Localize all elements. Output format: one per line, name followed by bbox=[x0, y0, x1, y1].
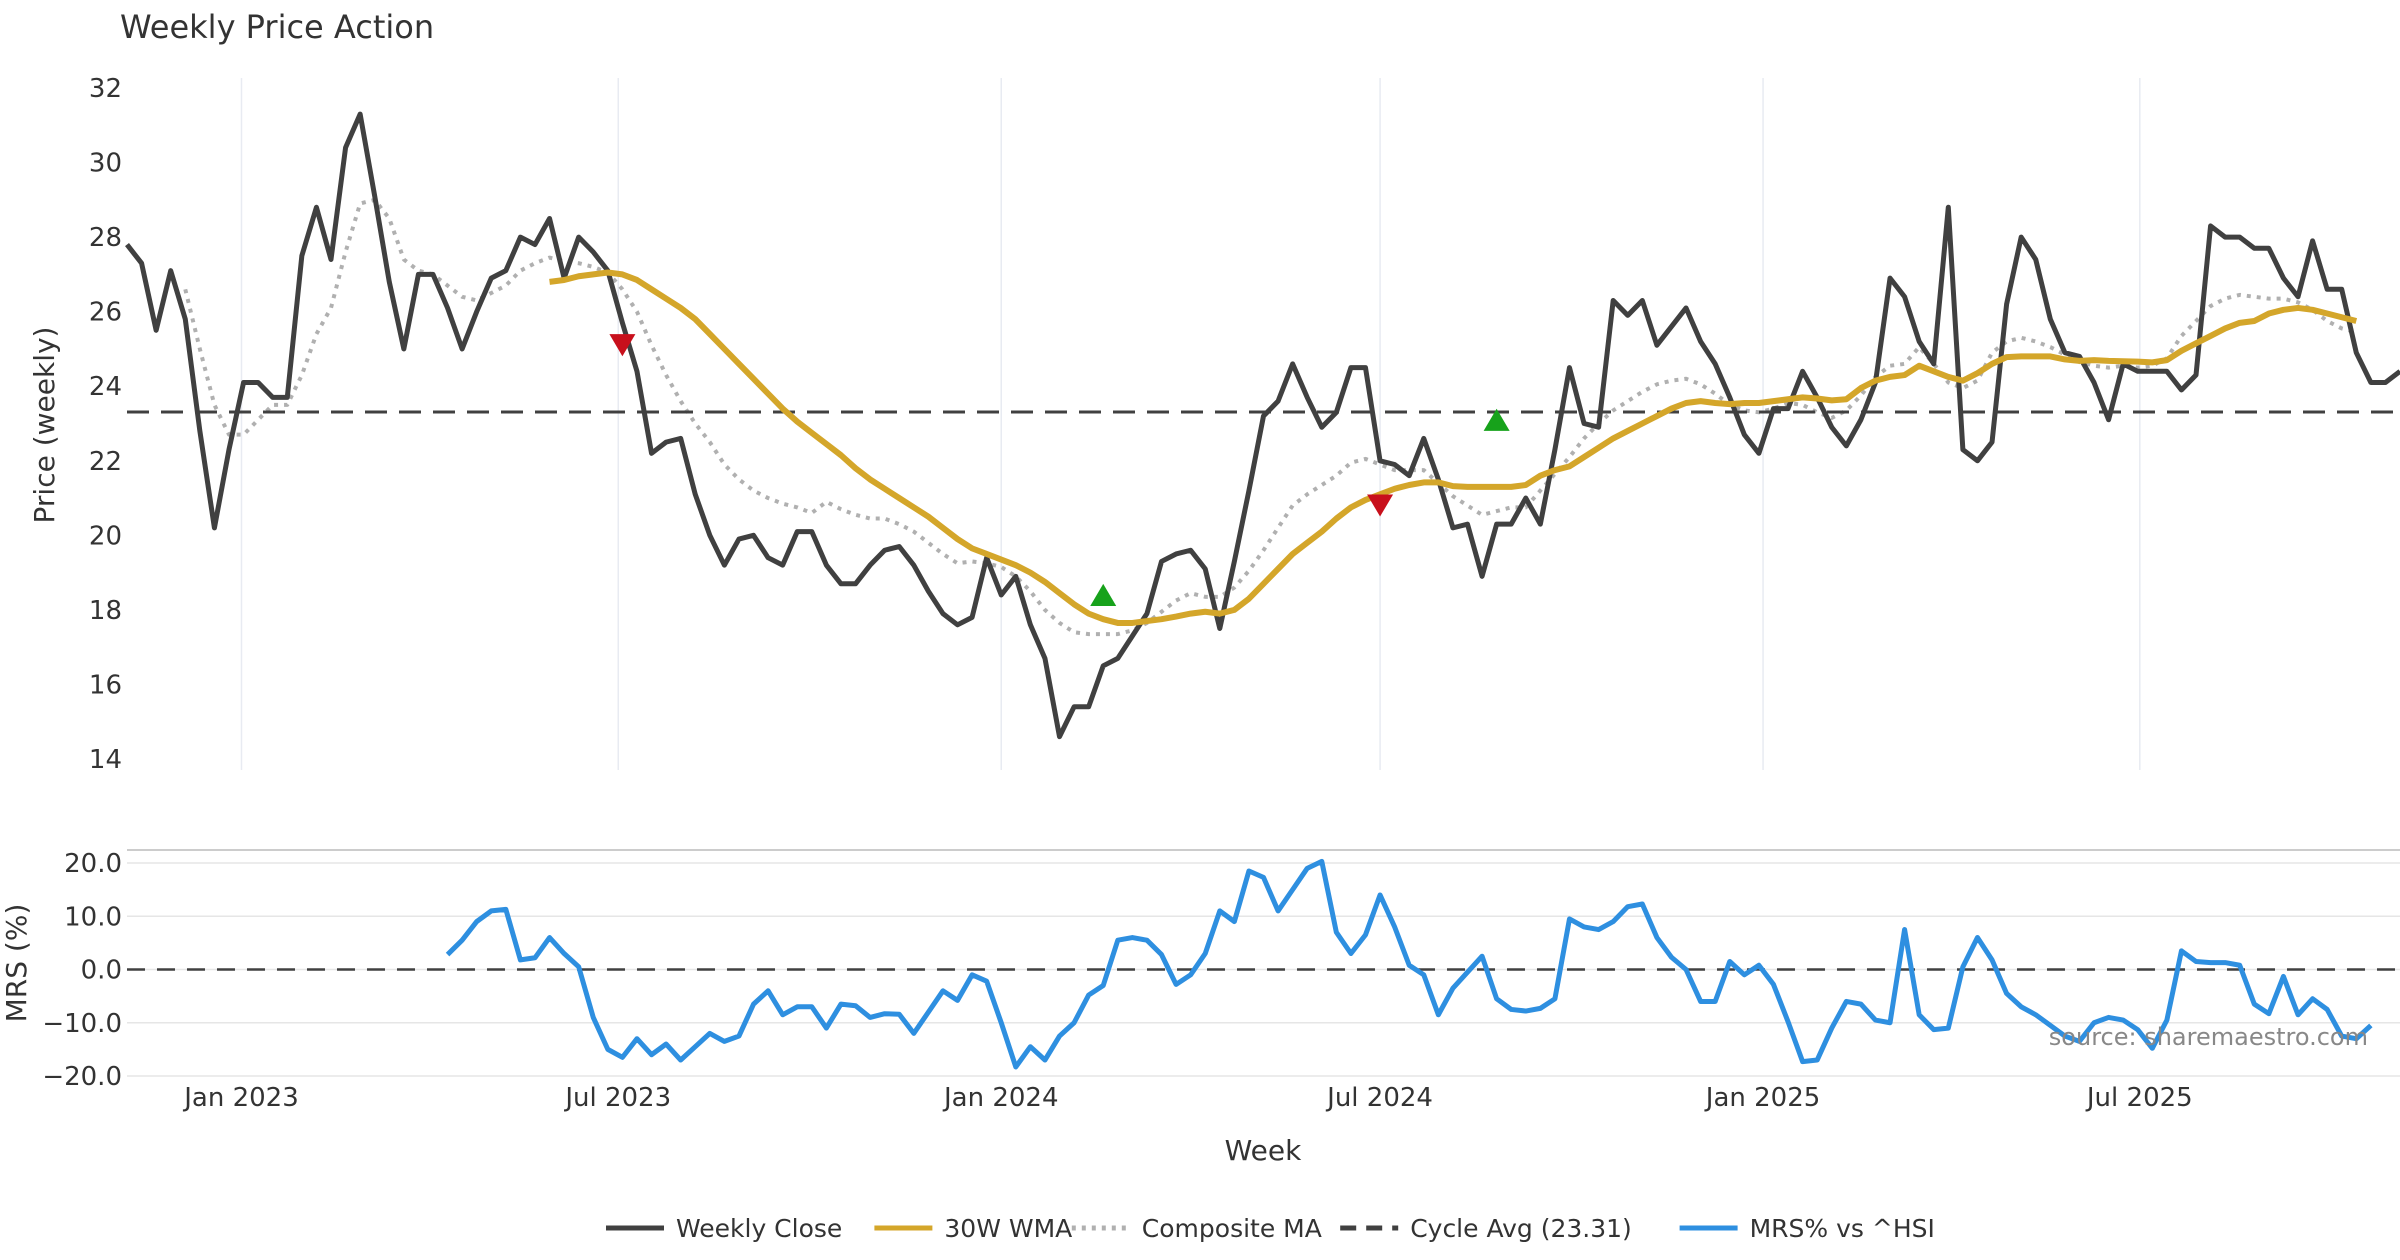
chart-title: Weekly Price Action bbox=[120, 8, 434, 46]
price-y-tick-label: 30 bbox=[89, 149, 122, 179]
mrs-y-tick-label: 20.0 bbox=[64, 849, 122, 879]
legend-label: MRS% vs ^HSI bbox=[1750, 1214, 1935, 1243]
source-annotation: source: sharemaestro.com bbox=[2049, 1023, 2368, 1051]
price-y-tick-label: 14 bbox=[89, 745, 122, 775]
wma-30w-line bbox=[549, 269, 2358, 626]
legend-label: Composite MA bbox=[1142, 1214, 1322, 1243]
mrs-y-tick-label: 0.0 bbox=[81, 956, 122, 986]
x-tick-label: Jul 2024 bbox=[1325, 1083, 1433, 1113]
price-y-tick-label: 16 bbox=[89, 670, 122, 700]
x-tick-label: Jan 2024 bbox=[942, 1083, 1059, 1113]
price-y-tick-label: 18 bbox=[89, 596, 122, 626]
x-axis-label: Week bbox=[1225, 1134, 1302, 1167]
legend-label: 30W WMA bbox=[944, 1214, 1072, 1243]
legend-label: Cycle Avg (23.31) bbox=[1410, 1214, 1632, 1243]
price-panel: 14 16 18 20 22 24 26 28 30 32 bbox=[89, 74, 2400, 775]
sell-marker bbox=[1367, 494, 1394, 517]
legend-label: Weekly Close bbox=[676, 1214, 842, 1243]
mrs-y-tick-label: −20.0 bbox=[42, 1062, 122, 1092]
legend: Weekly Close 30W WMA Composite MA Cycle Avg… bbox=[606, 1214, 1935, 1243]
price-y-tick-label: 28 bbox=[89, 223, 122, 253]
price-y-tick-label: 24 bbox=[89, 372, 122, 402]
price-y-tick-label: 26 bbox=[89, 298, 122, 328]
mrs-line bbox=[445, 858, 2373, 1070]
mrs-y-tick-label: −10.0 bbox=[42, 1009, 122, 1039]
sell-marker bbox=[609, 334, 636, 357]
mrs-panel: −20.0 −10.0 0.0 10.0 20.0 Jan 2023 Jul 2023 Jan… bbox=[42, 849, 2400, 1113]
price-y-tick-label: 20 bbox=[89, 521, 122, 551]
mrs-y-tick-label: 10.0 bbox=[64, 902, 122, 932]
y-axis-label-mrs: MRS (%) bbox=[0, 904, 33, 1023]
price-y-tick-label: 32 bbox=[89, 74, 122, 104]
buy-marker bbox=[1090, 583, 1117, 607]
x-tick-label: Jul 2025 bbox=[2085, 1083, 2193, 1113]
y-axis-label-price: Price (weekly) bbox=[28, 327, 61, 524]
price-y-tick-label: 22 bbox=[89, 447, 122, 477]
buy-marker bbox=[1483, 408, 1510, 431]
weekly-close-line bbox=[125, 111, 2400, 740]
composite-ma-line bbox=[183, 197, 2357, 637]
x-tick-label: Jul 2023 bbox=[563, 1083, 671, 1113]
x-tick-label: Jan 2023 bbox=[182, 1083, 299, 1113]
x-tick-label: Jan 2025 bbox=[1704, 1083, 1821, 1113]
